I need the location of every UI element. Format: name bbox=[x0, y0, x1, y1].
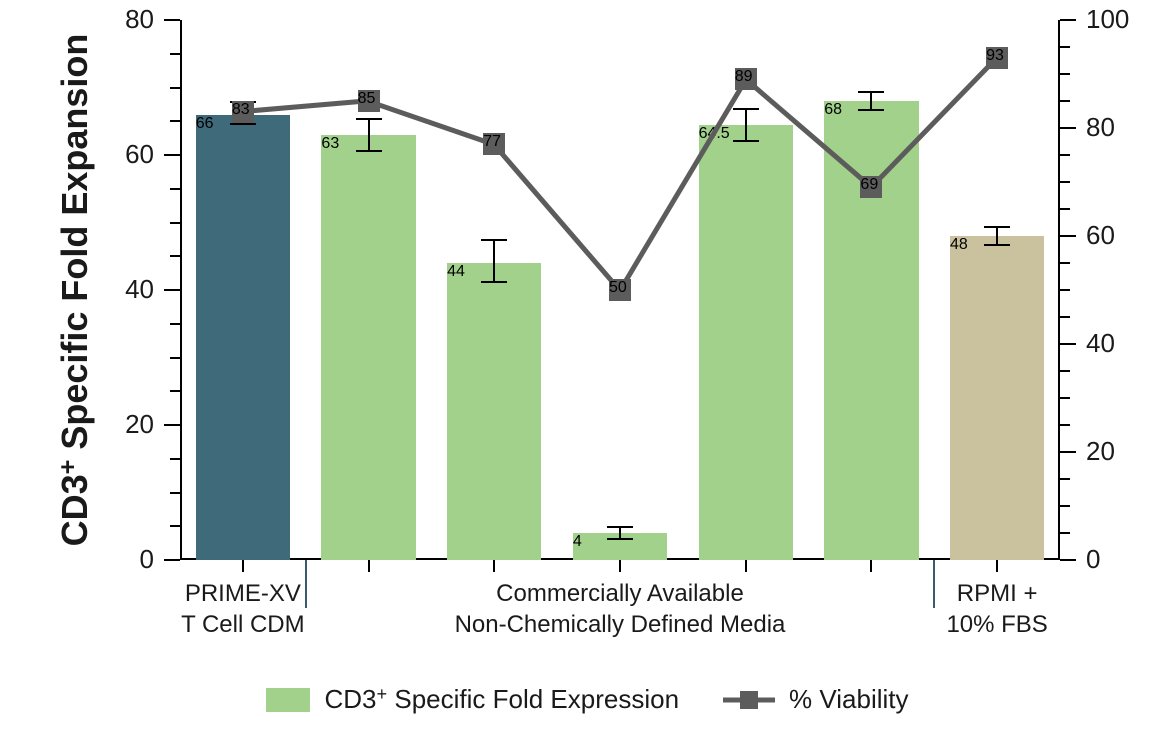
viability-marker: 77 bbox=[483, 133, 505, 155]
right-tick-label: 0 bbox=[1086, 544, 1146, 575]
x-tick bbox=[619, 560, 621, 572]
legend-label: % Viability bbox=[789, 684, 908, 715]
right-minor-tick bbox=[1060, 46, 1070, 48]
x-tick bbox=[870, 560, 872, 572]
left-tick-label: 80 bbox=[94, 4, 154, 35]
right-minor-tick bbox=[1060, 424, 1070, 426]
left-minor-tick bbox=[170, 255, 180, 257]
right-minor-tick bbox=[1060, 208, 1070, 210]
right-minor-tick bbox=[1060, 532, 1070, 534]
error-bar bbox=[984, 226, 1010, 246]
legend-label: CD3+ Specific Fold Expression bbox=[324, 684, 679, 715]
left-minor-tick bbox=[170, 120, 180, 122]
right-tick-label: 40 bbox=[1086, 328, 1146, 359]
left-minor-tick bbox=[170, 53, 180, 55]
right-minor-tick bbox=[1060, 370, 1070, 372]
right-tick-label: 20 bbox=[1086, 436, 1146, 467]
right-tick bbox=[1060, 559, 1076, 561]
chart-canvas: 020406080020406080100666344464.568488385… bbox=[0, 0, 1175, 736]
plot-area: 020406080020406080100666344464.568488385… bbox=[180, 20, 1060, 560]
right-minor-tick bbox=[1060, 262, 1070, 264]
x-group-label: Commercially AvailableNon-Chemically Def… bbox=[306, 578, 935, 640]
x-group-separator bbox=[305, 560, 307, 608]
error-bar bbox=[356, 118, 382, 152]
viability-marker: 83 bbox=[232, 101, 254, 123]
legend-swatch bbox=[266, 688, 310, 712]
right-minor-tick bbox=[1060, 505, 1070, 507]
viability-line-segment bbox=[243, 99, 369, 115]
error-bar bbox=[607, 526, 633, 540]
right-minor-tick bbox=[1060, 316, 1070, 318]
x-tick bbox=[745, 560, 747, 572]
x-tick bbox=[493, 560, 495, 572]
x-tick bbox=[368, 560, 370, 572]
right-tick bbox=[1060, 235, 1076, 237]
left-tick-label: 40 bbox=[94, 274, 154, 305]
error-bar bbox=[858, 91, 884, 111]
left-tick bbox=[164, 289, 180, 291]
right-minor-tick bbox=[1060, 478, 1070, 480]
viability-marker: 93 bbox=[986, 47, 1008, 69]
x-group-label: PRIME-XVT Cell CDM bbox=[180, 578, 306, 640]
left-tick-label: 0 bbox=[94, 544, 154, 575]
right-tick bbox=[1060, 127, 1076, 129]
legend-item: % Viability bbox=[723, 684, 908, 715]
right-tick-label: 100 bbox=[1086, 4, 1146, 35]
legend-line-marker bbox=[723, 688, 775, 712]
right-minor-tick bbox=[1060, 154, 1070, 156]
left-minor-tick bbox=[170, 323, 180, 325]
right-minor-tick bbox=[1060, 181, 1070, 183]
right-tick bbox=[1060, 343, 1076, 345]
viability-marker: 69 bbox=[860, 176, 882, 198]
right-minor-tick bbox=[1060, 289, 1070, 291]
left-minor-tick bbox=[170, 492, 180, 494]
left-minor-tick bbox=[170, 188, 180, 190]
error-bar bbox=[733, 108, 759, 142]
bar: 63 bbox=[321, 135, 415, 560]
left-tick bbox=[164, 559, 180, 561]
left-tick bbox=[164, 154, 180, 156]
left-tick bbox=[164, 424, 180, 426]
y-axis-right-title: % Viability bbox=[1146, 0, 1175, 20]
error-bar bbox=[481, 239, 507, 283]
y-axis-left bbox=[180, 20, 182, 560]
x-tick bbox=[242, 560, 244, 572]
viability-marker: 50 bbox=[609, 279, 631, 301]
bar: 44 bbox=[447, 263, 541, 560]
right-minor-tick bbox=[1060, 73, 1070, 75]
left-tick-label: 20 bbox=[94, 409, 154, 440]
bar: 48 bbox=[950, 236, 1044, 560]
legend-item: CD3+ Specific Fold Expression bbox=[266, 684, 679, 715]
viability-marker: 89 bbox=[735, 68, 757, 90]
bar: 64.5 bbox=[699, 125, 793, 560]
x-tick bbox=[996, 560, 998, 572]
left-minor-tick bbox=[170, 222, 180, 224]
right-minor-tick bbox=[1060, 100, 1070, 102]
left-minor-tick bbox=[170, 390, 180, 392]
right-tick bbox=[1060, 451, 1076, 453]
left-tick-label: 60 bbox=[94, 139, 154, 170]
left-minor-tick bbox=[170, 458, 180, 460]
left-minor-tick bbox=[170, 525, 180, 527]
x-group-separator bbox=[933, 560, 935, 608]
left-tick bbox=[164, 19, 180, 21]
x-group-label: RPMI +10% FBS bbox=[934, 578, 1060, 640]
right-tick bbox=[1060, 19, 1076, 21]
left-minor-tick bbox=[170, 357, 180, 359]
legend: CD3+ Specific Fold Expression % Viability bbox=[0, 684, 1175, 715]
right-tick-label: 80 bbox=[1086, 112, 1146, 143]
left-minor-tick bbox=[170, 87, 180, 89]
bar: 68 bbox=[824, 101, 918, 560]
y-axis-left-title: CD3+ Specific Fold Expansion bbox=[54, 20, 96, 560]
bar: 66 bbox=[196, 115, 290, 561]
right-minor-tick bbox=[1060, 397, 1070, 399]
viability-marker: 85 bbox=[358, 90, 380, 112]
right-tick-label: 60 bbox=[1086, 220, 1146, 251]
